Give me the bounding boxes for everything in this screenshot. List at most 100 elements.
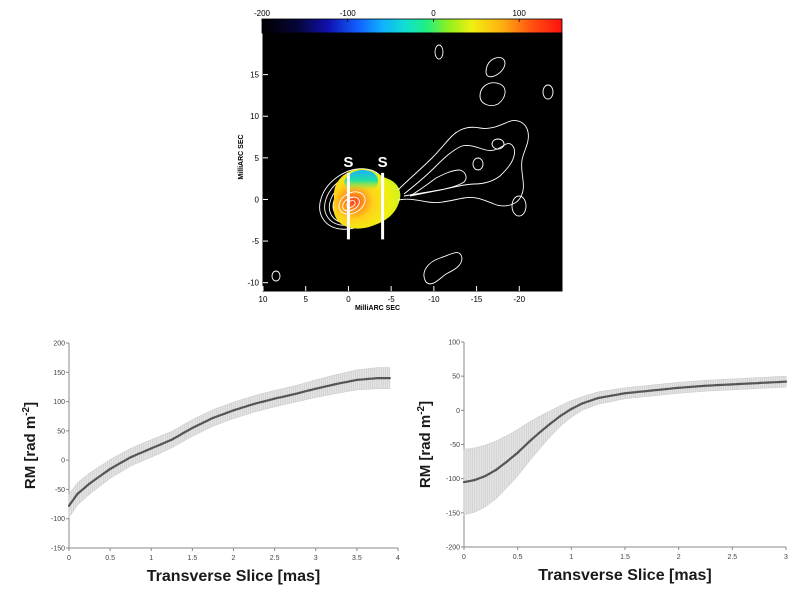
rm-data-point (580, 402, 584, 405)
colorbar-tick-label: -100 (340, 9, 357, 18)
rm-profile-line (68, 377, 390, 507)
rm-profile-right: -200 -150 -100 -50 0 50 100 0 0.5 1 1.5 2 2.5 3 Transv… (416, 340, 788, 585)
map-x-tick-label: 10 (259, 295, 268, 304)
rm-data-point (294, 392, 297, 396)
y-tick-label: 100 (448, 340, 460, 347)
y-tick-label: -100 (51, 516, 65, 523)
rm-map-panel: -200 -100 0 100 (238, 9, 563, 312)
rm-data-point (731, 383, 734, 386)
rm-data-point (170, 438, 173, 441)
colorbar-tick-label: -200 (254, 9, 271, 18)
y-tick-label: 0 (61, 458, 65, 465)
x-tick-label: 1 (149, 555, 153, 562)
x-tick-label: 3 (784, 554, 788, 561)
y-tick-label: 50 (57, 428, 65, 435)
rm-data-point (376, 377, 379, 380)
map-y-tick-label: -5 (252, 237, 260, 246)
rm-data-point (314, 387, 317, 390)
x-tick-label: 2 (677, 554, 681, 561)
rm-data-point (597, 396, 600, 400)
rm-data-point (191, 426, 194, 430)
map-x-axis-label: MilliARC SEC (355, 305, 400, 312)
y-tick-label: 200 (53, 341, 65, 348)
jet-contours (397, 44, 554, 285)
rm-data-point (623, 392, 627, 395)
colorbar-tick-label: 100 (512, 9, 526, 18)
rm-data-point (548, 422, 551, 426)
x-tick-label: 1 (569, 554, 573, 561)
x-tick-label: 3 (314, 555, 318, 562)
x-tick-label: 0.5 (513, 554, 523, 561)
x-tick-label: 0 (67, 555, 71, 562)
y-tick-label: -50 (55, 487, 65, 494)
rm-data-point (462, 480, 466, 484)
colorbar: -200 -100 0 100 (254, 9, 563, 34)
rm-data-point (67, 504, 71, 507)
y-tick-label: -200 (446, 545, 460, 552)
rm-data-point (516, 451, 519, 454)
rm-data-point (473, 478, 476, 482)
error-band (68, 367, 391, 519)
y-axis-label: RM [rad m-2] (21, 402, 39, 489)
rm-profile-left: -150 -100 -50 0 50 100 150 200 0 0.5 1 1.5 2 2.5 3 3.5 4… (21, 341, 400, 586)
rm-data-point (538, 431, 541, 434)
y-tick-label: 150 (53, 370, 65, 377)
y-tick-label: 0 (456, 408, 460, 415)
rm-data-point (484, 474, 487, 478)
x-axis-label: Transverse Slice [mas] (147, 568, 320, 585)
map-y-tick-label: -10 (247, 279, 259, 288)
map-x-tick-label: -20 (514, 295, 526, 304)
rm-data-point (495, 468, 498, 471)
map-x-tick-label: -10 (428, 295, 440, 304)
rm-data-point (211, 416, 215, 420)
rm-data-point (150, 447, 153, 450)
map-x-tick-label: 0 (346, 295, 351, 304)
beam-ellipse (271, 270, 281, 282)
y-tick-label: -100 (446, 476, 460, 483)
colorbar-tick-label: 0 (431, 9, 436, 18)
x-axis-label: Transverse Slice [mas] (538, 567, 711, 584)
rm-data-point (505, 460, 509, 463)
jet-knot (472, 157, 484, 171)
jet-knot (511, 195, 527, 217)
y-axis-label: RM [rad m-2] (416, 401, 434, 488)
map-x-tick-label: -5 (388, 295, 396, 304)
x-tick-label: 3.5 (352, 555, 362, 562)
y-tick-label: 100 (53, 399, 65, 406)
rm-data-point (109, 467, 112, 471)
rm-data-point (273, 397, 276, 400)
map-axes: 10 5 0 -5 -10 -15 -20 15 10 5 0 -5 -10 MilliARC SEC Mi… (238, 32, 563, 312)
map-x-tick-label: 5 (303, 295, 308, 304)
rm-data-point (570, 407, 573, 411)
x-tick-label: 0.5 (105, 555, 115, 562)
rm-data-point (355, 378, 358, 381)
rm-data-point (252, 402, 256, 406)
x-tick-label: 2 (232, 555, 236, 562)
slice-label: S (378, 154, 388, 171)
map-background (263, 33, 562, 291)
map-y-tick-label: 5 (255, 154, 260, 163)
x-tick-label: 4 (396, 555, 400, 562)
jet-knot (491, 138, 505, 150)
y-tick-label: -150 (446, 510, 460, 517)
rm-data-point (335, 382, 338, 386)
map-x-tick-label: -15 (471, 295, 483, 304)
map-y-tick-label: 15 (250, 71, 259, 80)
y-tick-label: -150 (51, 546, 65, 553)
rm-data-point (129, 456, 132, 459)
colorbar-gradient (261, 18, 563, 34)
rm-data-point (232, 409, 235, 412)
map-frame (262, 32, 563, 292)
rm-data-point (388, 377, 391, 380)
map-y-tick-label: 10 (250, 112, 259, 121)
rm-data-point (527, 441, 530, 444)
rm-data-point (650, 389, 653, 392)
rm-color-region-low (344, 170, 379, 192)
x-tick-label: 2.5 (270, 555, 280, 562)
rm-data-point (784, 380, 788, 383)
rm-data-point (758, 381, 761, 385)
rm-data-point (677, 386, 680, 389)
rm-data-point (704, 384, 707, 387)
